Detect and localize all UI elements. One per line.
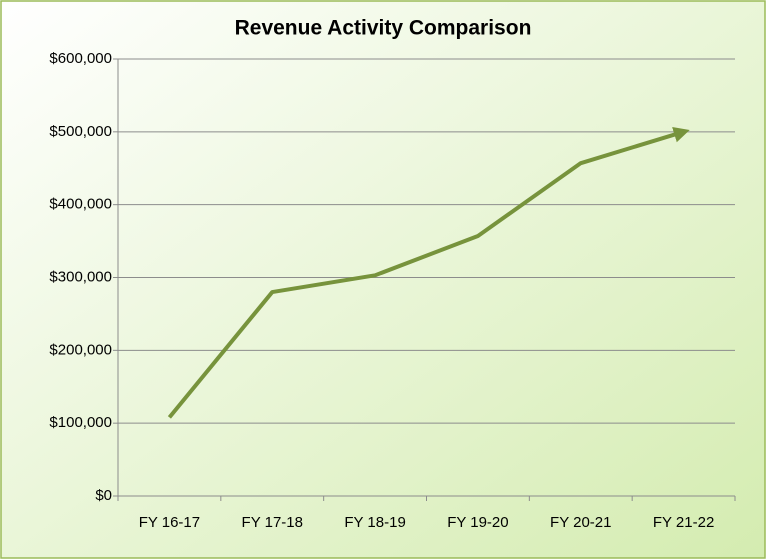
y-tick-label: $600,000 [49, 50, 112, 67]
x-tick-label: FY 19-20 [447, 514, 508, 531]
x-tick-label: FY 18-19 [344, 514, 405, 531]
y-tick-label: $500,000 [49, 123, 112, 140]
y-tick-label: $200,000 [49, 341, 112, 358]
chart-title: Revenue Activity Comparison [235, 17, 532, 40]
y-tick-label: $300,000 [49, 268, 112, 285]
x-tick-label: FY 16-17 [139, 514, 200, 531]
y-tick-label: $400,000 [49, 196, 112, 213]
y-tick-label: $0 [95, 487, 112, 504]
series-line [167, 126, 690, 419]
x-tick-label: FY 21-22 [653, 514, 714, 531]
y-tick-label: $100,000 [49, 414, 112, 431]
x-tick-label: FY 20-21 [550, 514, 611, 531]
x-tick-label: FY 17-18 [242, 514, 303, 531]
